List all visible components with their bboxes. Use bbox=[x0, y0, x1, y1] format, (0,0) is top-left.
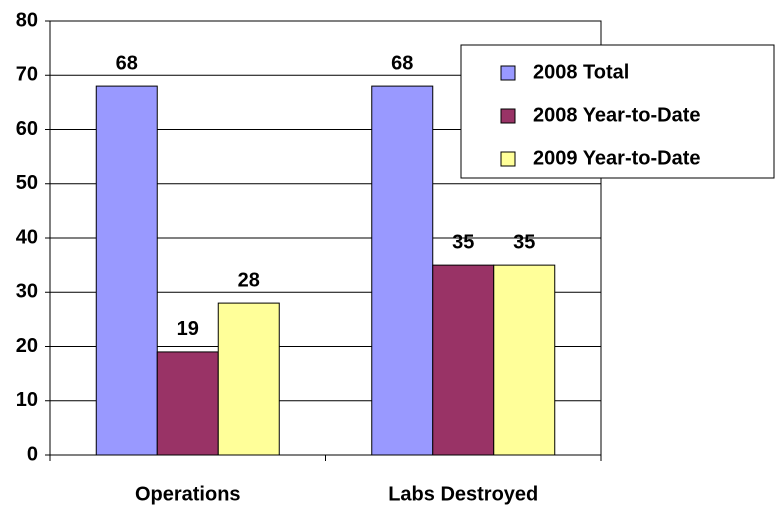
y-tick-label: 70 bbox=[16, 64, 38, 86]
data-label: 35 bbox=[452, 231, 474, 253]
x-tick-label: Operations bbox=[135, 483, 241, 505]
bar bbox=[217, 302, 280, 456]
data-label: 68 bbox=[116, 52, 138, 74]
legend-label: 2009 Year-to-Date bbox=[533, 147, 701, 169]
data-label: 68 bbox=[391, 52, 413, 74]
legend-swatch bbox=[500, 151, 516, 167]
legend-swatch bbox=[500, 108, 516, 124]
y-tick-label: 0 bbox=[27, 443, 38, 465]
y-tick-label: 10 bbox=[16, 389, 38, 411]
y-tick-label: 60 bbox=[16, 118, 38, 140]
legend-label: 2008 Year-to-Date bbox=[533, 104, 701, 126]
data-label: 28 bbox=[238, 269, 260, 291]
y-tick-label: 40 bbox=[16, 226, 38, 248]
y-tick-label: 30 bbox=[16, 281, 38, 303]
bar bbox=[493, 264, 556, 456]
legend-label: 2008 Total bbox=[533, 61, 629, 83]
x-tick-label: Labs Destroyed bbox=[388, 483, 538, 505]
bar bbox=[156, 351, 219, 456]
y-tick-label: 80 bbox=[16, 9, 38, 31]
y-tick-label: 20 bbox=[16, 335, 38, 357]
data-label: 19 bbox=[177, 318, 199, 340]
data-label: 35 bbox=[513, 231, 535, 253]
y-tick-label: 50 bbox=[16, 172, 38, 194]
bar bbox=[95, 85, 158, 456]
bar bbox=[371, 85, 434, 456]
bar bbox=[432, 264, 495, 456]
legend-swatch bbox=[500, 65, 516, 81]
